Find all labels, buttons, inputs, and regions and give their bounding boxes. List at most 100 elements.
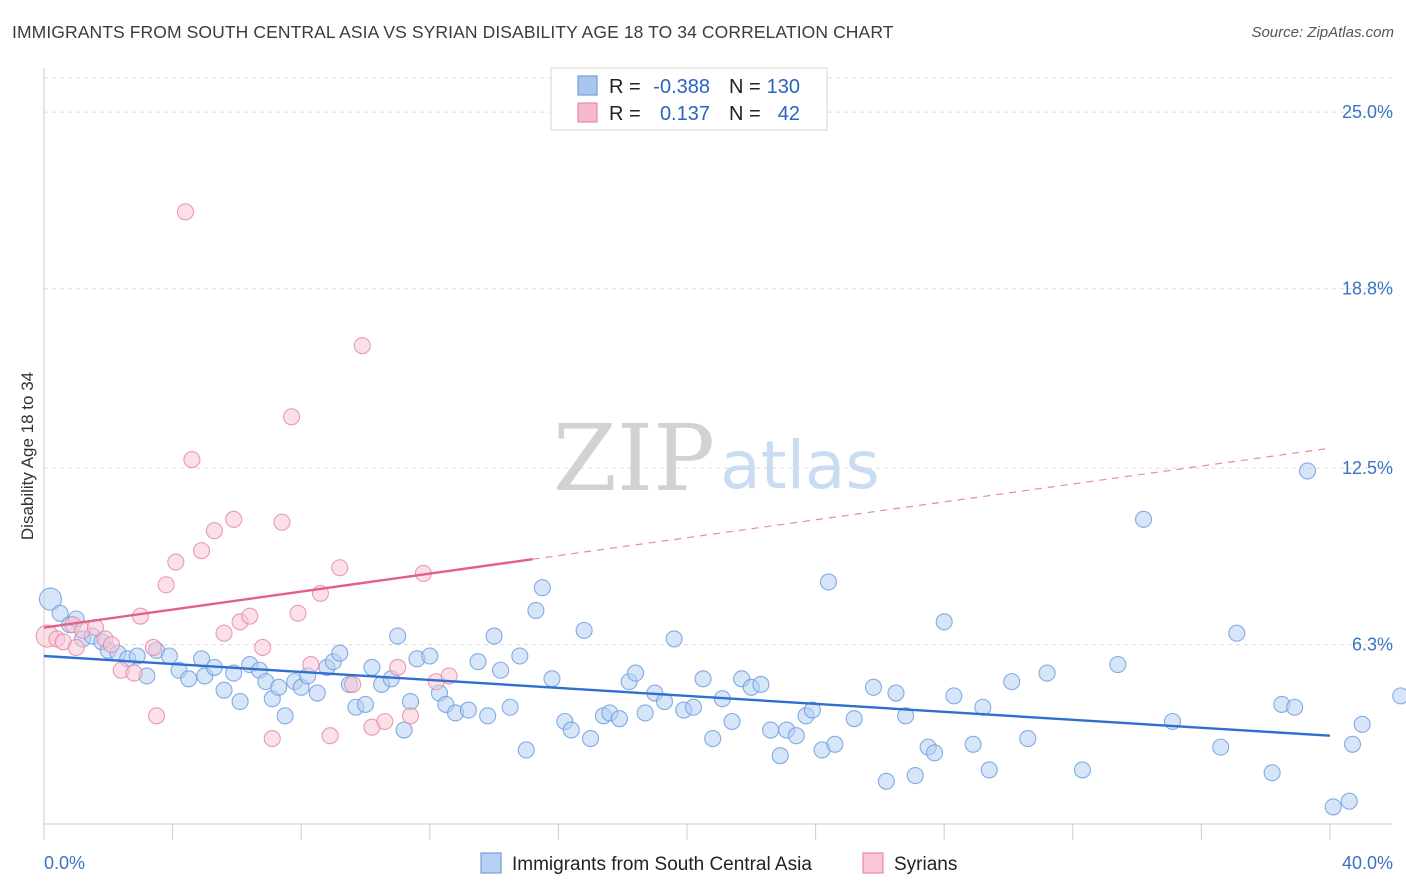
point-south-central-asia — [1003, 673, 1021, 691]
point-south-central-asia — [562, 721, 580, 739]
point-syrians — [241, 607, 259, 625]
y-axis-label: Disability Age 18 to 34 — [18, 372, 37, 540]
point-syrians — [289, 604, 307, 622]
legend-swatch-blue — [577, 75, 598, 96]
point-south-central-asia — [517, 741, 535, 759]
y-tick-labels: 6.3% 12.5% 18.8% 25.0% — [1342, 102, 1393, 654]
point-south-central-asia — [51, 604, 69, 622]
point-south-central-asia — [581, 730, 600, 748]
point-south-central-asia — [887, 684, 905, 702]
watermark: ZIP atlas — [553, 405, 880, 512]
legend-n-label-pink: N = — [729, 103, 761, 125]
point-south-central-asia — [694, 670, 712, 688]
legend-r-value-pink: 0.137 — [660, 103, 710, 125]
point-south-central-asia — [723, 712, 741, 731]
point-syrians — [131, 607, 149, 625]
point-syrians — [254, 638, 272, 657]
point-south-central-asia — [819, 573, 838, 591]
point-south-central-asia — [1228, 624, 1246, 642]
point-south-central-asia — [160, 647, 178, 665]
point-south-central-asia — [38, 587, 62, 611]
point-syrians — [331, 559, 349, 577]
point-south-central-asia — [491, 661, 510, 679]
point-south-central-asia — [1212, 738, 1230, 756]
point-south-central-asia — [128, 647, 146, 665]
point-south-central-asia — [1038, 664, 1056, 682]
point-syrians — [344, 675, 362, 694]
point-south-central-asia — [877, 772, 895, 790]
point-south-central-asia — [308, 684, 326, 702]
x-tick-label-min: 0.0% — [44, 853, 85, 873]
point-syrians — [183, 450, 201, 469]
watermark-zip: ZIP — [553, 405, 715, 512]
x-tick-label-max: 40.0% — [1342, 853, 1393, 873]
point-south-central-asia — [363, 658, 381, 676]
point-syrians — [147, 707, 166, 725]
point-south-central-asia — [627, 664, 645, 682]
legend-r-label-blue: R = — [609, 76, 641, 98]
point-syrians — [401, 707, 420, 725]
point-south-central-asia — [704, 730, 722, 748]
point-south-central-asia — [845, 710, 863, 728]
axes — [43, 68, 1392, 840]
data-points — [35, 203, 1406, 816]
point-syrians — [302, 655, 320, 674]
point-south-central-asia — [752, 675, 770, 694]
point-syrians — [67, 638, 85, 657]
bottom-legend-swatch-pink — [862, 852, 884, 874]
legend-r-value-blue: -0.388 — [653, 76, 710, 98]
source-label: Source: ZipAtlas.com — [1251, 24, 1394, 41]
legend-r-label-pink: R = — [609, 103, 641, 125]
top-legend: R = -0.388 N = 130 R = 0.137 N = 42 — [550, 67, 828, 131]
trend-line-south-central-asia — [43, 654, 1331, 737]
point-syrians — [283, 408, 301, 426]
legend-swatch-pink — [577, 102, 598, 123]
point-syrians — [321, 727, 339, 745]
point-syrians — [205, 522, 223, 540]
bottom-legend: Immigrants from South Central Asia Syria… — [480, 852, 957, 875]
y-tick-label: 12.5% — [1342, 458, 1393, 478]
point-syrians — [273, 513, 291, 531]
point-south-central-asia — [803, 701, 821, 719]
point-south-central-asia — [864, 678, 883, 696]
point-syrians — [167, 553, 185, 571]
point-syrians — [102, 636, 121, 654]
point-south-central-asia — [270, 678, 288, 696]
point-south-central-asia — [533, 579, 551, 597]
point-south-central-asia — [1298, 462, 1317, 480]
grid-lines — [44, 77, 1392, 646]
point-south-central-asia — [575, 621, 593, 639]
point-south-central-asia — [1324, 798, 1342, 816]
point-south-central-asia — [421, 647, 439, 665]
point-south-central-asia — [215, 681, 233, 699]
trend-line-syrians-extension — [532, 447, 1331, 560]
point-south-central-asia — [926, 744, 944, 762]
point-syrians — [353, 337, 371, 355]
point-south-central-asia — [1019, 730, 1037, 748]
point-syrians — [263, 730, 281, 748]
point-south-central-asia — [610, 710, 629, 728]
point-syrians — [157, 576, 175, 594]
point-south-central-asia — [1353, 715, 1371, 733]
trend-lines — [43, 447, 1331, 737]
point-south-central-asia — [511, 647, 529, 665]
point-south-central-asia — [331, 644, 349, 662]
point-south-central-asia — [897, 707, 915, 725]
chart-title: IMMIGRANTS FROM SOUTH CENTRAL ASIA VS SY… — [12, 22, 894, 42]
point-south-central-asia — [771, 747, 789, 765]
point-south-central-asia — [180, 670, 198, 688]
bottom-legend-label-blue: Immigrants from South Central Asia — [512, 854, 812, 875]
y-tick-label: 25.0% — [1342, 102, 1393, 122]
legend-n-value-blue: 130 — [767, 76, 800, 98]
point-south-central-asia — [636, 704, 654, 722]
point-south-central-asia — [1073, 761, 1091, 779]
point-south-central-asia — [787, 727, 805, 745]
point-south-central-asia — [389, 627, 407, 645]
bottom-legend-label-pink: Syrians — [894, 854, 957, 875]
point-south-central-asia — [935, 613, 953, 631]
point-south-central-asia — [906, 767, 924, 785]
point-south-central-asia — [1263, 764, 1281, 782]
trend-line-syrians — [43, 558, 533, 629]
point-south-central-asia — [1109, 655, 1127, 674]
